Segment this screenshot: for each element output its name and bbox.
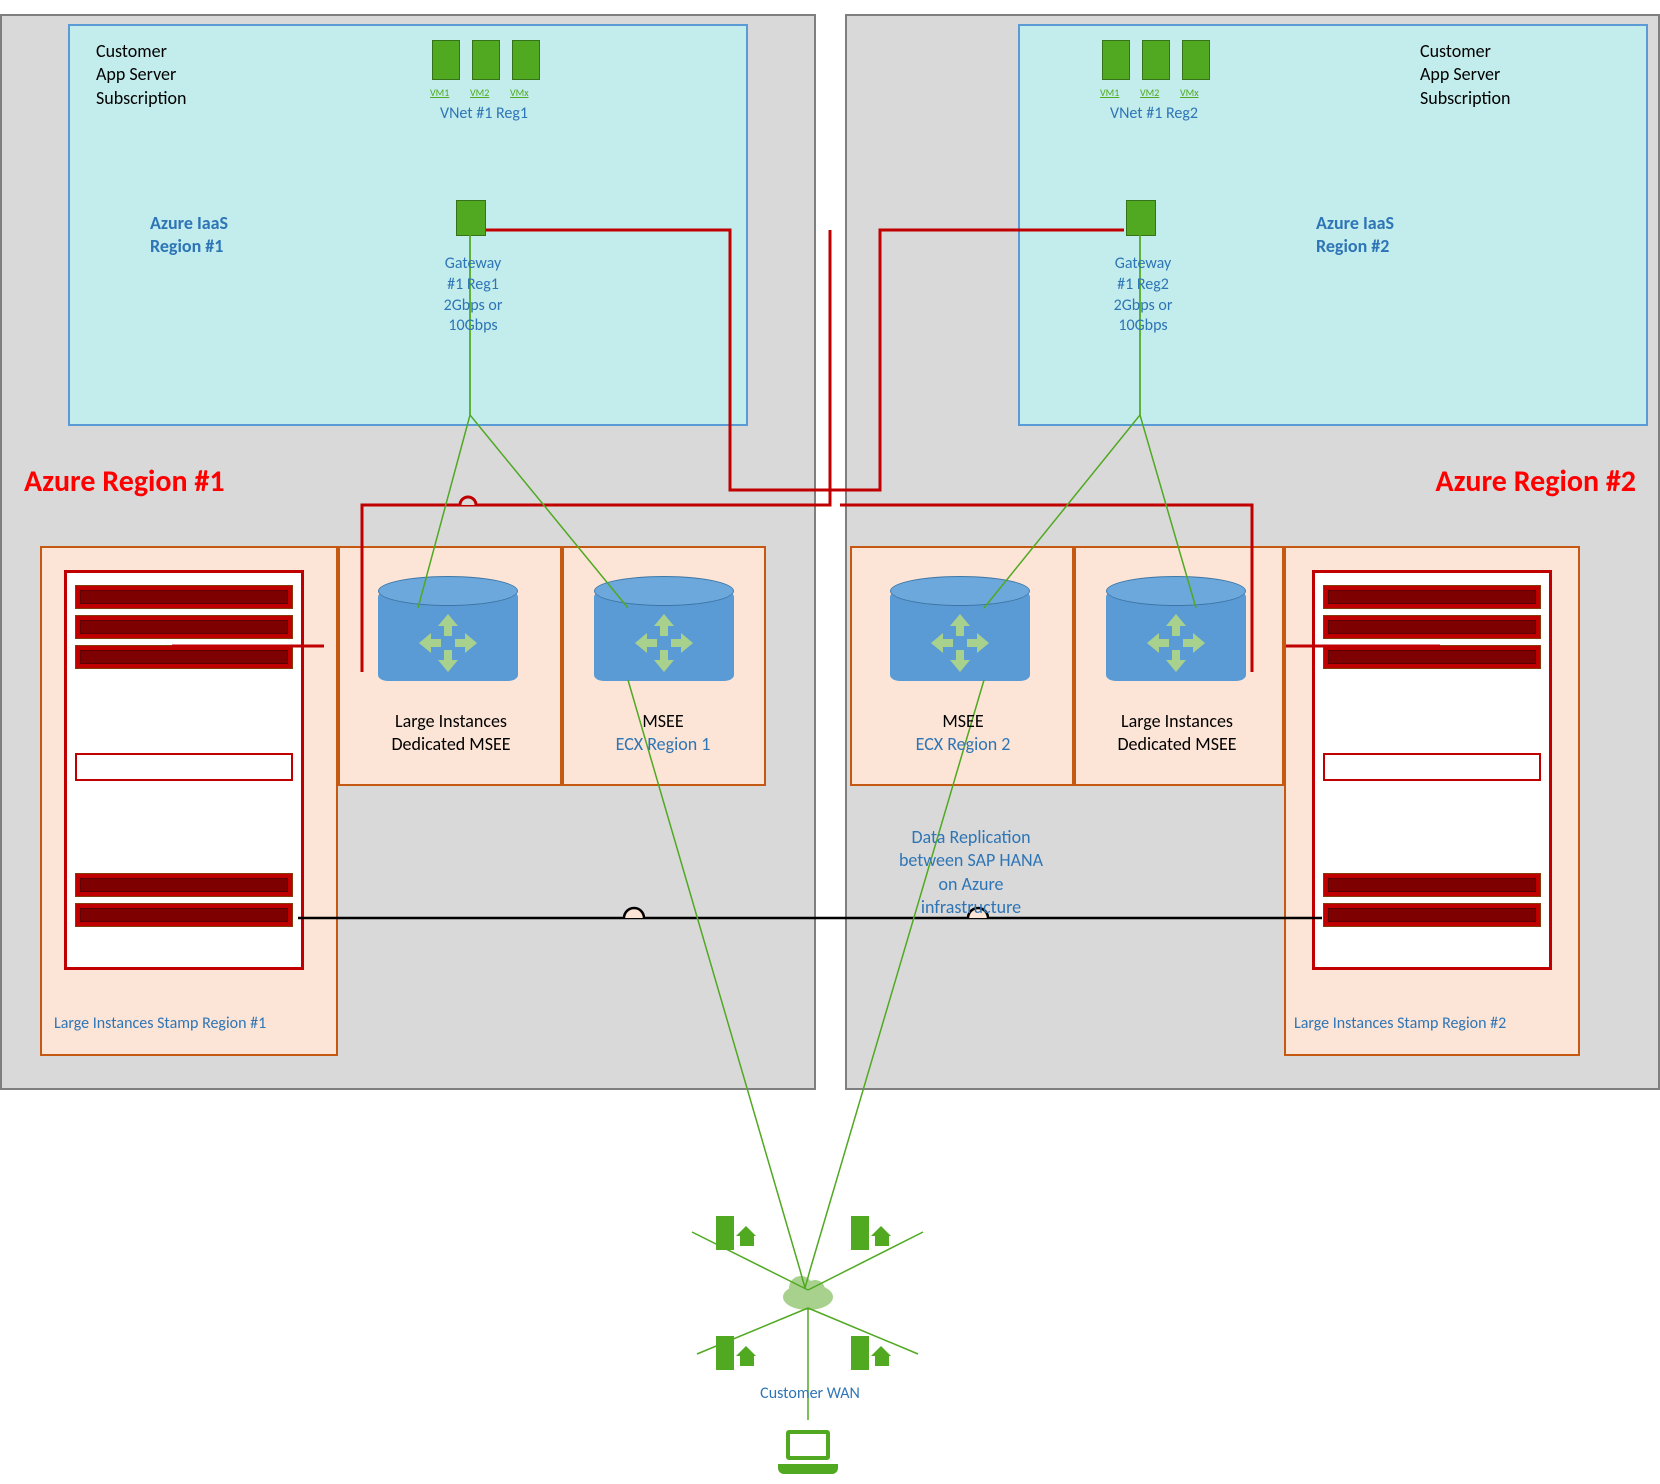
iaas-label-r2: Azure IaaS Region #2: [1316, 212, 1394, 259]
rack-region-2: [1312, 570, 1552, 970]
vm2-r1: [472, 40, 500, 80]
wan-building-bl: [716, 1330, 762, 1370]
vmx-r2: [1182, 40, 1210, 80]
vmx-label-r2: VMx: [1180, 86, 1199, 99]
ecx-cylinder-r1: [594, 576, 734, 696]
wan-building-tl: [716, 1210, 762, 1250]
vm1-label-r1: VM1: [430, 86, 449, 99]
vm1-label-r2: VM1: [1100, 86, 1119, 99]
li-msee-cylinder-r2: [1106, 576, 1246, 696]
ecx-label-r2: MSEEECX Region 2: [868, 710, 1058, 757]
architecture-diagram: VM1 VM2 VMx VM1 VM2 VMx Customer App Ser…: [0, 0, 1660, 1484]
vm2-label-r2: VM2: [1140, 86, 1159, 99]
gateway-r1: [456, 200, 486, 236]
rack-region-1: [64, 570, 304, 970]
gateway-label-r2: Gateway #1 Reg2 2Gbps or 10Gbps: [1078, 254, 1208, 337]
laptop-icon: [778, 1430, 838, 1474]
wan-building-br: [851, 1330, 897, 1370]
vm2-r2: [1142, 40, 1170, 80]
wan-label: Customer WAN: [720, 1384, 900, 1405]
gateway-r2: [1126, 200, 1156, 236]
region-2-title: Azure Region #2: [1435, 462, 1636, 501]
vm1-r1: [432, 40, 460, 80]
li-msee-label-r1: Large Instances Dedicated MSEE: [356, 710, 546, 757]
customer-label-r2: Customer App Server Subscription: [1420, 40, 1511, 110]
vmx-label-r1: VMx: [510, 86, 529, 99]
vnet-label-r2: VNet #1 Reg2: [1084, 104, 1224, 125]
stamp-label-r1: Large Instances Stamp Region #1: [54, 1014, 334, 1035]
li-msee-cylinder-r1: [378, 576, 518, 696]
ecx-label-r1: MSEEECX Region 1: [578, 710, 748, 757]
li-msee-label-r2: Large Instances Dedicated MSEE: [1082, 710, 1272, 757]
stamp-label-r2: Large Instances Stamp Region #2: [1294, 1014, 1574, 1035]
ecx-cylinder-r2: [890, 576, 1030, 696]
vnet-label-r1: VNet #1 Reg1: [414, 104, 554, 125]
vm1-r2: [1102, 40, 1130, 80]
replication-label: Data Replication between SAP HANA on Azu…: [856, 826, 1086, 920]
region-1-title: Azure Region #1: [24, 462, 225, 501]
wan-building-tr: [851, 1210, 897, 1250]
gateway-label-r1: Gateway #1 Reg1 2Gbps or 10Gbps: [408, 254, 538, 337]
vmx-r1: [512, 40, 540, 80]
iaas-label-r1: Azure IaaS Region #1: [150, 212, 228, 259]
wan-cloud-icon: [783, 1284, 833, 1310]
customer-label-r1: Customer App Server Subscription: [96, 40, 187, 110]
vm2-label-r1: VM2: [470, 86, 489, 99]
